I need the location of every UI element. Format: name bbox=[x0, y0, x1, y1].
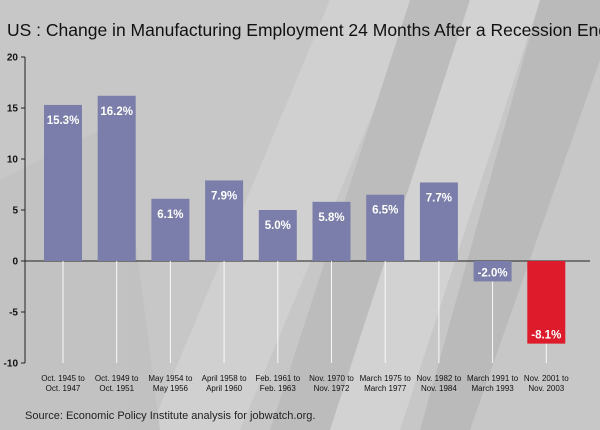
x-tick-label: Oct. 1947 bbox=[46, 384, 81, 393]
data-label: 16.2% bbox=[100, 106, 133, 118]
x-tick-label: Nov. 1982 to bbox=[417, 374, 462, 383]
bar bbox=[527, 261, 566, 344]
x-tick-label: March 1977 bbox=[364, 384, 407, 393]
bar bbox=[151, 198, 190, 261]
data-label: 6.5% bbox=[372, 205, 398, 217]
x-tick-label: Feb. 1961 to bbox=[255, 374, 300, 383]
bar bbox=[205, 180, 244, 261]
x-tick-label: Feb. 1963 bbox=[260, 384, 297, 393]
data-label: 6.1% bbox=[157, 209, 183, 221]
data-label: -8.1% bbox=[531, 330, 561, 342]
chart-title: US : Change in Manufacturing Employment … bbox=[7, 20, 600, 40]
bar bbox=[366, 194, 405, 261]
y-tick-label: 10 bbox=[7, 155, 19, 166]
y-tick-label: -10 bbox=[4, 359, 19, 370]
x-tick-label: Oct. 1945 to bbox=[41, 374, 85, 383]
y-tick-label: -5 bbox=[9, 308, 18, 319]
x-tick-label: May 1954 to bbox=[148, 374, 193, 383]
x-tick-label: Nov. 1984 bbox=[421, 384, 457, 393]
data-label: 5.0% bbox=[265, 220, 291, 232]
x-tick-label: Oct. 1951 bbox=[99, 384, 134, 393]
y-tick-label: 0 bbox=[12, 257, 18, 268]
y-tick-label: 20 bbox=[7, 53, 19, 64]
bar bbox=[44, 104, 82, 261]
x-tick-label: Nov. 2003 bbox=[528, 384, 564, 393]
x-tick-label: March 1993 bbox=[471, 384, 514, 393]
x-tick-label: Nov. 1972 bbox=[314, 384, 350, 393]
x-tick-label: Nov. 1970 to bbox=[309, 374, 354, 383]
data-label: 7.9% bbox=[211, 190, 237, 202]
x-tick-label: March 1991 to bbox=[467, 374, 519, 383]
y-tick-label: 15 bbox=[7, 104, 19, 115]
x-tick-label: March 1975 to bbox=[360, 374, 412, 383]
x-tick-label: Nov. 2001 to bbox=[524, 374, 569, 383]
bar bbox=[97, 95, 136, 261]
bar bbox=[312, 201, 351, 261]
data-label: 5.8% bbox=[318, 212, 344, 224]
y-tick-label: 5 bbox=[12, 206, 18, 217]
x-tick-label: May 1956 bbox=[153, 384, 189, 393]
bar bbox=[419, 182, 458, 261]
x-tick-label: April 1958 to bbox=[202, 374, 247, 383]
x-tick-label: Oct. 1949 to bbox=[95, 374, 139, 383]
source-note: Source: Economic Policy Institute analys… bbox=[25, 410, 316, 422]
bar bbox=[258, 210, 297, 261]
bar bbox=[473, 261, 512, 282]
bars: 15.3% 16.2% 6.1% 7.9% 5.0% 5.8% 6.5% 7.7% -2.0% -… bbox=[44, 95, 566, 363]
data-label: 15.3% bbox=[47, 115, 80, 127]
data-label: 7.7% bbox=[426, 192, 452, 204]
x-tick-label: April 1960 bbox=[206, 384, 243, 393]
data-label: -2.0% bbox=[478, 267, 508, 279]
